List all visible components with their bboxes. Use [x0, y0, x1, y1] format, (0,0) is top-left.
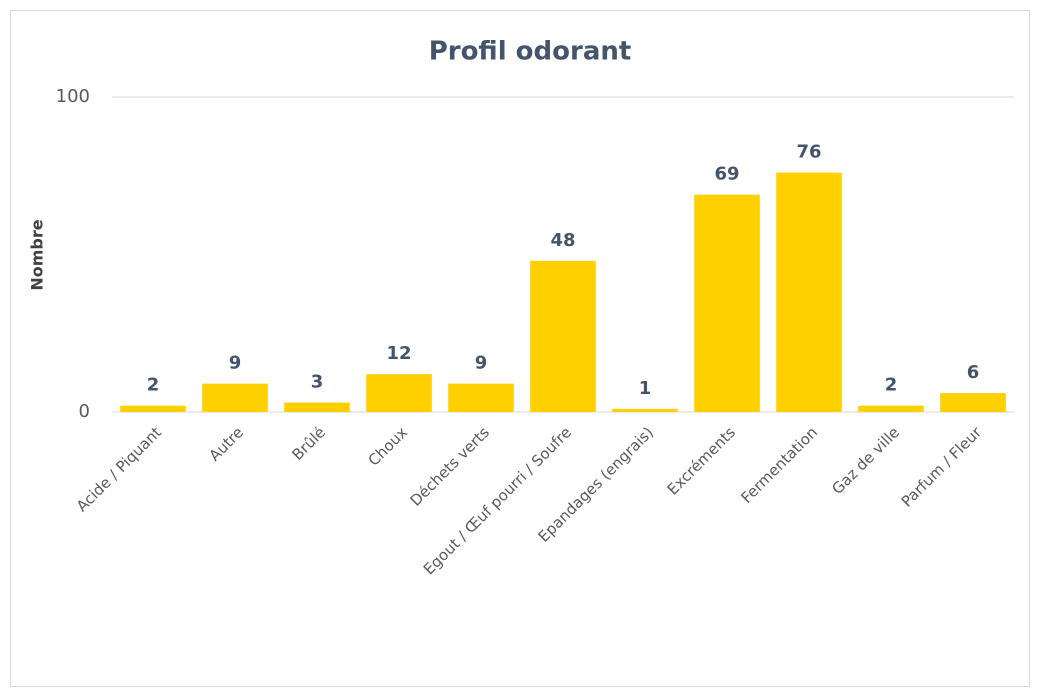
data-label: 48 — [550, 230, 575, 251]
data-label: 9 — [475, 353, 488, 374]
chart-title: Profil odorant — [429, 37, 632, 67]
data-label: 2 — [147, 375, 160, 396]
bar — [202, 383, 268, 412]
y-tick-label: 0 — [79, 401, 90, 422]
data-label: 12 — [386, 343, 411, 364]
data-label: 1 — [639, 378, 652, 399]
bar — [120, 405, 186, 412]
bar — [612, 408, 678, 412]
bar — [776, 172, 842, 412]
bar — [448, 383, 514, 412]
data-label: 6 — [967, 362, 980, 383]
chart-border — [10, 10, 1030, 687]
bar — [858, 405, 924, 412]
y-tick-label: 100 — [56, 86, 90, 107]
data-label: 2 — [885, 375, 898, 396]
bar — [530, 260, 596, 412]
bar — [694, 194, 760, 412]
data-label: 76 — [796, 142, 821, 163]
bar — [940, 393, 1006, 412]
data-label: 3 — [311, 372, 324, 393]
data-label: 69 — [714, 164, 739, 185]
y-axis-label: Nombre — [28, 219, 47, 290]
bar — [366, 374, 432, 412]
data-label: 9 — [229, 353, 242, 374]
bar — [284, 402, 350, 412]
